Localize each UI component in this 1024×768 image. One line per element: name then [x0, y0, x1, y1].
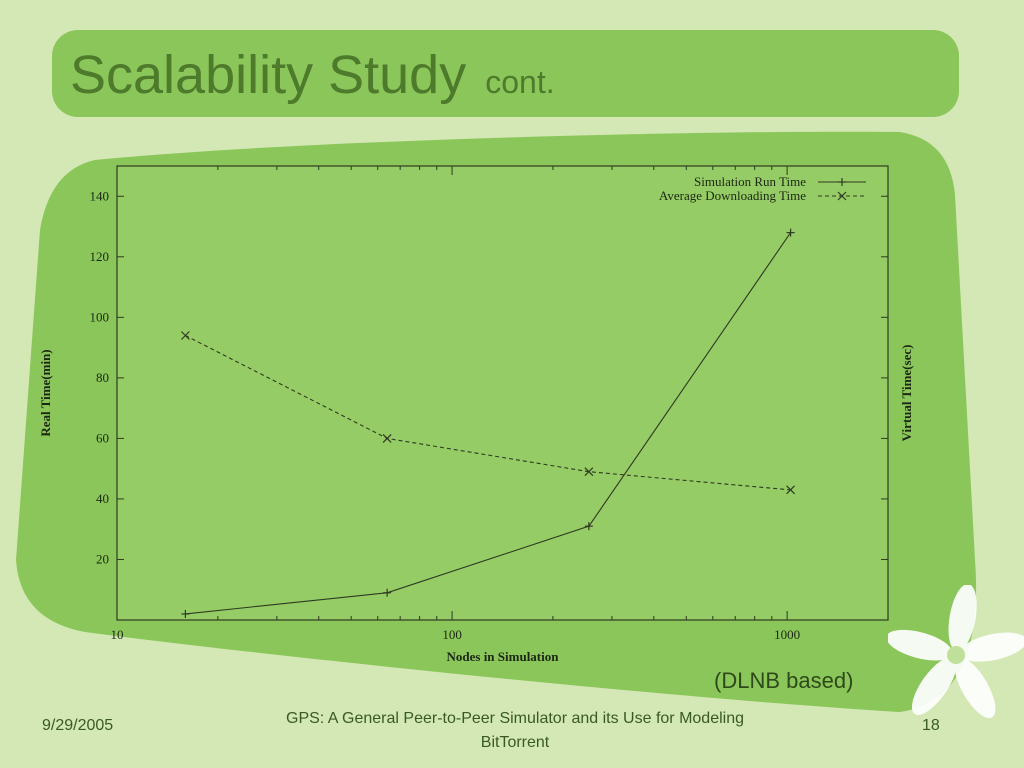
- y2-axis-label: Virtual Time(sec): [899, 345, 914, 442]
- chart-series: [180, 228, 796, 618]
- legend-label-1: Simulation Run Time: [694, 174, 806, 189]
- dlnb-note: (DLNB based): [714, 668, 854, 693]
- plot-frame: [116, 165, 889, 621]
- title-main: Scalability Study: [70, 45, 467, 105]
- title-banner: [52, 30, 959, 117]
- x-tick-label: 1000: [774, 627, 800, 642]
- page-number: 18: [922, 717, 940, 734]
- title-suffix: cont.: [485, 64, 555, 100]
- x-tick-label: 100: [442, 627, 462, 642]
- footer-date: 9/29/2005: [42, 717, 114, 734]
- slide-title: Scalability Study cont.: [70, 40, 555, 117]
- x-tick-label: 10: [111, 627, 124, 642]
- y-tick-label: 140: [90, 188, 110, 203]
- y-tick-label: 80: [96, 370, 109, 385]
- cross-marker: [837, 191, 847, 201]
- y-tick-label: 40: [96, 491, 109, 506]
- cross-marker: [786, 485, 796, 495]
- series-line-1: [185, 232, 792, 615]
- x-axis-label: Nodes in Simulation: [447, 649, 560, 664]
- cross-marker: [382, 433, 392, 443]
- footer-title: GPS: A General Peer-to-Peer Simulator an…: [286, 710, 744, 751]
- flower-decoration: [888, 585, 1024, 719]
- series-line-2: [185, 335, 791, 491]
- cross-marker: [584, 467, 594, 477]
- legend-label-2: Average Downloading Time: [659, 188, 806, 203]
- y-tick-label: 60: [96, 430, 109, 445]
- y-tick-label: 120: [90, 249, 110, 264]
- chart-axes: 20 40 60 80 100 120 140 10 100 1000 Nodes in Simul…: [38, 165, 914, 664]
- y-tick-label: 100: [90, 309, 110, 324]
- y-tick-label: 20: [96, 551, 109, 566]
- cross-marker: [180, 331, 190, 340]
- plot-area: [117, 166, 888, 620]
- y-axis-label: Real Time(min): [38, 349, 53, 436]
